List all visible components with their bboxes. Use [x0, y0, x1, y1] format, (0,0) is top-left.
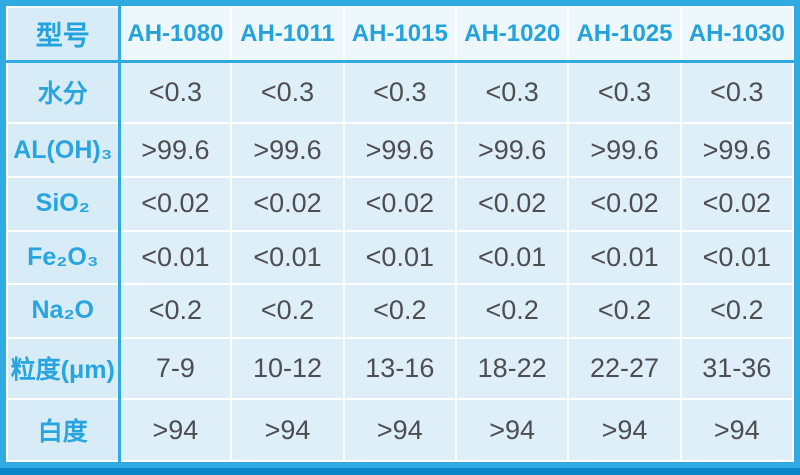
value-cell: >99.6	[679, 122, 795, 179]
value-cell: 10-12	[230, 336, 345, 401]
row-label: Na₂O	[6, 283, 121, 339]
value-cell: >94	[454, 398, 570, 462]
value-cell: >99.6	[342, 122, 457, 179]
table-row: AL(OH)₃ >99.6 >99.6 >99.6 >99.6 >99.6 >9…	[6, 122, 795, 179]
product-spec-table: 型号 AH-1080 AH-1011 AH-1015 AH-1020 AH-10…	[6, 6, 795, 462]
table-row: Na₂O <0.2 <0.2 <0.2 <0.2 <0.2 <0.2	[6, 283, 795, 339]
table-row: SiO₂ <0.02 <0.02 <0.02 <0.02 <0.02 <0.02	[6, 176, 795, 232]
value-cell: 7-9	[117, 336, 233, 401]
column-header: AH-1025	[567, 6, 682, 63]
value-cell: 18-22	[454, 336, 570, 401]
column-header: AH-1011	[230, 6, 345, 63]
value-cell: <0.02	[567, 176, 682, 232]
value-cell: >94	[117, 398, 233, 462]
value-cell: <0.3	[117, 59, 233, 125]
value-cell: <0.2	[342, 283, 457, 339]
row-label: Fe₂O₃	[6, 229, 121, 286]
value-cell: >99.6	[230, 122, 345, 179]
value-cell: <0.3	[567, 59, 682, 125]
value-cell: <0.01	[342, 229, 457, 286]
value-cell: <0.2	[679, 283, 795, 339]
value-cell: >94	[230, 398, 345, 462]
value-cell: <0.01	[117, 229, 233, 286]
table-row: 粒度(μm) 7-9 10-12 13-16 18-22 22-27 31-36	[6, 336, 795, 401]
column-header: AH-1020	[454, 6, 570, 63]
value-cell: <0.02	[117, 176, 233, 232]
value-cell: <0.02	[342, 176, 457, 232]
value-cell: <0.2	[230, 283, 345, 339]
value-cell: >94	[567, 398, 682, 462]
value-cell: 13-16	[342, 336, 457, 401]
value-cell: <0.3	[230, 59, 345, 125]
row-label: 粒度(μm)	[6, 336, 121, 401]
table-row: 白度 >94 >94 >94 >94 >94 >94	[6, 398, 795, 462]
table-row: 水分 <0.3 <0.3 <0.3 <0.3 <0.3 <0.3	[6, 59, 795, 125]
value-cell: <0.02	[454, 176, 570, 232]
row-label: 白度	[6, 398, 121, 462]
value-cell: <0.3	[679, 59, 795, 125]
value-cell: <0.01	[567, 229, 682, 286]
value-cell: <0.02	[230, 176, 345, 232]
value-cell: <0.01	[679, 229, 795, 286]
value-cell: <0.3	[454, 59, 570, 125]
corner-header: 型号	[6, 6, 121, 63]
value-cell: <0.02	[679, 176, 795, 232]
value-cell: <0.01	[454, 229, 570, 286]
value-cell: <0.2	[567, 283, 682, 339]
value-cell: >94	[679, 398, 795, 462]
value-cell: >94	[342, 398, 457, 462]
value-cell: 31-36	[679, 336, 795, 401]
header-row: 型号 AH-1080 AH-1011 AH-1015 AH-1020 AH-10…	[6, 6, 795, 63]
value-cell: >99.6	[567, 122, 682, 179]
value-cell: >99.6	[117, 122, 233, 179]
column-header: AH-1080	[117, 6, 233, 63]
row-label: AL(OH)₃	[6, 122, 121, 179]
column-header: AH-1015	[342, 6, 457, 63]
value-cell: <0.2	[117, 283, 233, 339]
value-cell: <0.3	[342, 59, 457, 125]
row-label: 水分	[6, 59, 121, 125]
table-row: Fe₂O₃ <0.01 <0.01 <0.01 <0.01 <0.01 <0.0…	[6, 229, 795, 286]
value-cell: <0.2	[454, 283, 570, 339]
value-cell: <0.01	[230, 229, 345, 286]
column-header: AH-1030	[679, 6, 795, 63]
row-label: SiO₂	[6, 176, 121, 232]
value-cell: 22-27	[567, 336, 682, 401]
value-cell: >99.6	[454, 122, 570, 179]
